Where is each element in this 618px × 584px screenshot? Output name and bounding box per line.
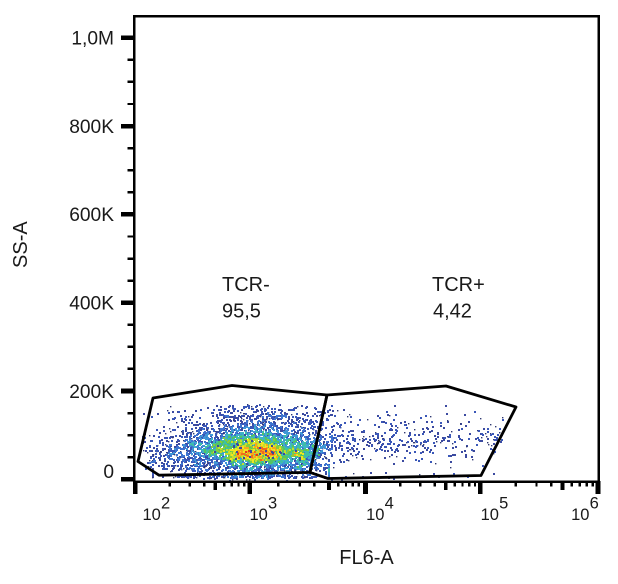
svg-text:200K: 200K (69, 382, 114, 403)
svg-text:10: 10 (366, 506, 384, 524)
svg-text:600K: 600K (69, 205, 114, 226)
svg-text:1,0M: 1,0M (71, 29, 114, 50)
svg-text:10: 10 (571, 506, 589, 524)
svg-text:10: 10 (481, 506, 499, 524)
svg-text:0: 0 (103, 462, 114, 483)
svg-text:2: 2 (161, 495, 170, 513)
svg-text:4: 4 (385, 495, 394, 513)
svg-text:6: 6 (590, 495, 599, 513)
svg-text:95,5: 95,5 (222, 301, 261, 323)
svg-text:4,42: 4,42 (433, 301, 472, 323)
svg-text:3: 3 (268, 495, 277, 513)
svg-text:FL6-A: FL6-A (339, 547, 394, 569)
svg-text:TCR+: TCR+ (432, 274, 485, 296)
svg-text:5: 5 (499, 495, 508, 513)
svg-text:10: 10 (250, 506, 268, 524)
svg-text:SS-A: SS-A (10, 221, 32, 268)
svg-text:400K: 400K (69, 294, 114, 315)
svg-text:800K: 800K (69, 117, 114, 138)
svg-text:10: 10 (143, 506, 161, 524)
svg-text:TCR-: TCR- (222, 274, 270, 296)
